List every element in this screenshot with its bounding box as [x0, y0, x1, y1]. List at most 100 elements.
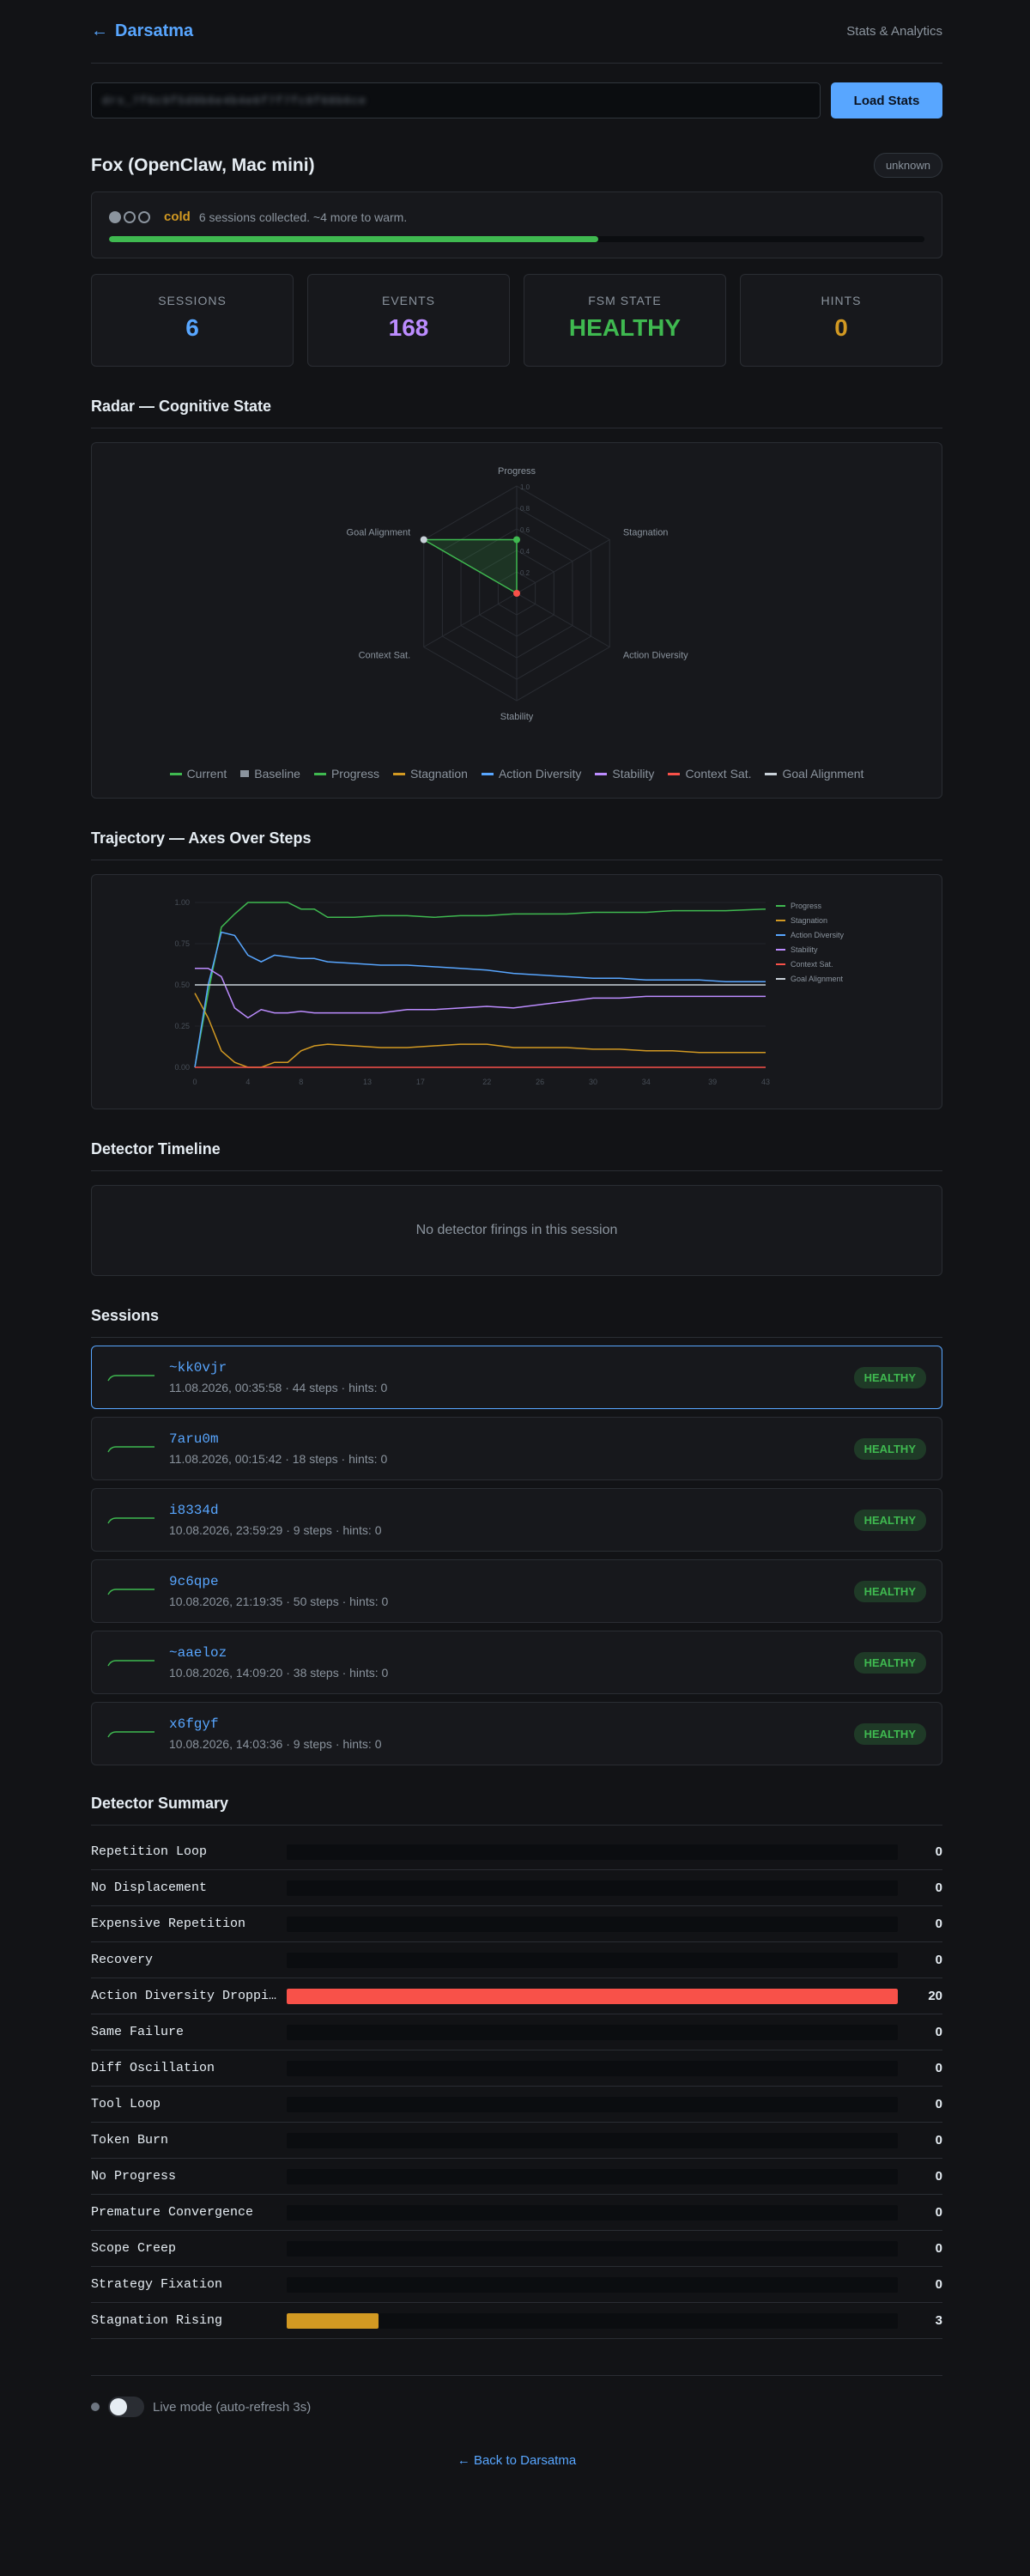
- traj-x-tick: 13: [363, 1078, 372, 1086]
- session-state-badge: HEALTHY: [853, 1509, 926, 1531]
- radar-tick-label: 0.8: [520, 505, 530, 513]
- detector-count: 0: [935, 1953, 942, 1967]
- detector-count: 0: [935, 2025, 942, 2039]
- detector-bar: [287, 1952, 898, 1968]
- live-mode-row: Live mode (auto-refresh 3s): [91, 2375, 942, 2417]
- stat-label: HINTS: [821, 294, 862, 307]
- load-stats-button[interactable]: Load Stats: [831, 82, 942, 118]
- sparkline-path: [107, 1731, 154, 1738]
- detector-row: Premature Convergence 0: [91, 2195, 942, 2231]
- warmup-label: cold: [164, 210, 191, 224]
- detector-name: Tool Loop: [91, 2097, 161, 2111]
- radar-chart: Progress Stagnation Action Diversity Stabil…: [347, 466, 689, 722]
- detector-count: 0: [935, 2133, 942, 2148]
- traj-y-tick: 0.75: [174, 939, 190, 948]
- detector-bar: [287, 1916, 898, 1932]
- live-mode-toggle[interactable]: [108, 2397, 144, 2417]
- session-state-badge: HEALTHY: [853, 1437, 926, 1460]
- page-container: ← Darsatma Stats & Analytics drs_7f6c9f5…: [91, 0, 942, 2468]
- warmup-text: 6 sessions collected. ~4 more to warm.: [198, 210, 408, 224]
- radar-axis-label: Stagnation: [623, 528, 669, 538]
- traj-x-tick: 43: [761, 1078, 770, 1086]
- radar-legend-item: Stagnation: [392, 767, 468, 781]
- traj-x-tick: 4: [245, 1078, 250, 1086]
- detector-count: 0: [935, 2205, 942, 2220]
- detector-name: Action Diversity Droppi…: [91, 1989, 277, 2003]
- legend-label: Baseline: [254, 767, 300, 781]
- detector-bar: [287, 1988, 898, 2004]
- detector-name: Premature Convergence: [91, 2205, 254, 2220]
- back-to-darsatma-link[interactable]: ← Back to Darsatma: [457, 2453, 577, 2468]
- session-sparkline: [107, 1660, 154, 1667]
- session-state-badge: HEALTHY: [853, 1722, 926, 1745]
- legend-label: Context Sat.: [685, 767, 752, 781]
- stat-value: 0: [834, 314, 848, 341]
- session-id: ~kk0vjr: [169, 1360, 227, 1376]
- trajectory-section-title: Trajectory — Axes Over Steps: [91, 829, 942, 860]
- detector-count: 0: [935, 2277, 942, 2292]
- session-id: i8334d: [169, 1503, 219, 1518]
- radar-axis-label: Goal Alignment: [347, 528, 411, 538]
- session-row[interactable]: 7aru0m 11.08.2026, 00:15:42 · 18 steps · …: [91, 1417, 942, 1480]
- detector-bar: [287, 1844, 898, 1860]
- traj-legend-label: Progress: [791, 902, 822, 910]
- traj-x-tick: 0: [192, 1078, 197, 1086]
- traj-legend-label: Action Diversity: [791, 931, 845, 939]
- toggle-knob: [110, 2398, 127, 2415]
- radar-series-current: [421, 538, 518, 595]
- brand-name: Darsatma: [115, 21, 194, 40]
- token-input[interactable]: drs_7f6c9f5d9b6e4b4e6f7f7fc8f68b6ce: [91, 82, 821, 118]
- brand-link[interactable]: ← Darsatma: [91, 21, 193, 41]
- detector-bar: [287, 2096, 898, 2112]
- warmup-progress-fill: [109, 236, 598, 242]
- session-row[interactable]: 9c6qpe 10.08.2026, 21:19:35 · 50 steps · …: [91, 1559, 942, 1623]
- session-id: x6fgyf: [169, 1716, 219, 1732]
- detector-bar: [287, 2240, 898, 2257]
- stat-card-events: EVENTS 168: [307, 274, 510, 367]
- stats-analytics-link[interactable]: Stats & Analytics: [846, 24, 942, 39]
- legend-label: Stagnation: [409, 767, 468, 781]
- detector-row: Tool Loop 0: [91, 2087, 942, 2123]
- legend-label: Current: [186, 767, 227, 781]
- traj-x-tick: 8: [299, 1078, 303, 1086]
- legend-swatch: [392, 772, 405, 775]
- detector-row: Token Burn 0: [91, 2123, 942, 2159]
- detector-row: Repetition Loop 0: [91, 1834, 942, 1870]
- warmup-dot-empty-icon: [138, 210, 150, 223]
- stat-value: HEALTHY: [568, 314, 682, 341]
- sparkline-path: [107, 1446, 154, 1453]
- legend-label: Goal Alignment: [782, 767, 864, 781]
- detector-count: 0: [935, 2097, 942, 2111]
- radar-spoke: [423, 592, 518, 647]
- legend-swatch: [313, 772, 326, 775]
- session-row[interactable]: ~aaeloz 10.08.2026, 14:09:20 · 38 steps ·…: [91, 1631, 942, 1694]
- detector-name: Stagnation Rising: [91, 2313, 223, 2328]
- session-row[interactable]: i8334d 10.08.2026, 23:59:29 · 9 steps · h…: [91, 1488, 942, 1552]
- warmup-dots: [109, 210, 150, 223]
- radar-tick-label: 0.2: [520, 569, 530, 577]
- detector-name: Strategy Fixation: [91, 2277, 223, 2292]
- session-row[interactable]: x6fgyf 10.08.2026, 14:03:36 · 9 steps · h…: [91, 1702, 942, 1765]
- detector-name: Diff Oscillation: [91, 2061, 215, 2075]
- legend-swatch: [668, 772, 681, 775]
- legend-swatch: [169, 772, 182, 775]
- trajectory-chart: 0.00 0.25 0.50 0.75 1.00 0 4 8 13 17 22 26 30 34 39 43 P…: [174, 898, 845, 1086]
- session-id: 7aru0m: [169, 1431, 219, 1447]
- traj-legend-label: Goal Alignment: [791, 975, 844, 983]
- legend-swatch: [240, 770, 250, 777]
- radar-spoke: [516, 539, 610, 594]
- legend-label: Progress: [330, 767, 379, 781]
- stat-card-fsm-state: FSM STATE HEALTHY: [524, 274, 726, 367]
- session-meta: 10.08.2026, 14:09:20 · 38 steps · hints:…: [169, 1666, 389, 1680]
- session-row[interactable]: ~kk0vjr 11.08.2026, 00:35:58 · 44 steps ·…: [91, 1346, 942, 1409]
- sparkline-path: [107, 1589, 154, 1595]
- traj-y-tick: 1.00: [174, 898, 190, 907]
- stat-value: 168: [388, 314, 429, 341]
- session-sparkline: [107, 1446, 154, 1453]
- detector-name: Token Burn: [91, 2133, 169, 2148]
- session-state-badge: HEALTHY: [853, 1366, 926, 1388]
- session-id: 9c6qpe: [169, 1574, 219, 1589]
- detector-count: 0: [935, 1917, 942, 1931]
- session-meta: 10.08.2026, 21:19:35 · 50 steps · hints:…: [169, 1595, 389, 1608]
- traj-series-line: [194, 993, 766, 1068]
